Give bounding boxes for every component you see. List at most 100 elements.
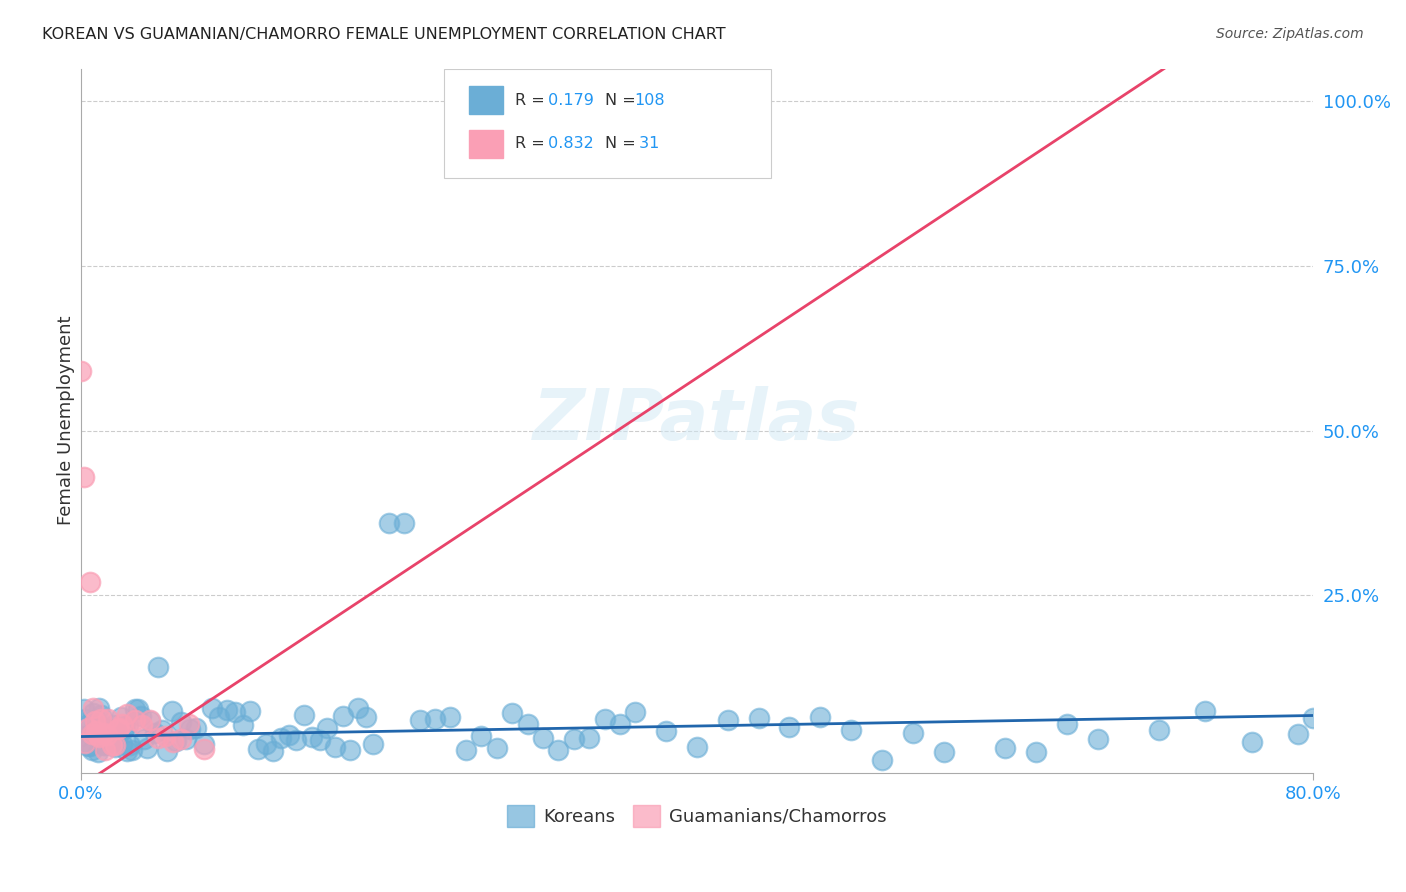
Point xyxy=(77,721,100,735)
Point xyxy=(208,710,231,724)
Point xyxy=(308,733,330,747)
Point xyxy=(292,707,315,722)
Point xyxy=(254,737,277,751)
Point xyxy=(748,711,770,725)
Text: ZIPatlas: ZIPatlas xyxy=(533,386,860,455)
Point xyxy=(177,717,200,731)
Point xyxy=(139,714,162,729)
Point xyxy=(354,710,377,724)
Point xyxy=(146,731,169,745)
Point xyxy=(1147,723,1170,737)
Point xyxy=(686,740,709,755)
Point xyxy=(262,744,284,758)
Point xyxy=(155,729,177,743)
Point xyxy=(1025,745,1047,759)
Point xyxy=(112,723,135,737)
Text: N =: N = xyxy=(605,93,641,108)
Point xyxy=(73,702,96,716)
Point xyxy=(75,735,97,749)
Point xyxy=(110,710,132,724)
Point xyxy=(146,660,169,674)
Point xyxy=(105,732,128,747)
Point xyxy=(156,744,179,758)
Point xyxy=(624,705,647,719)
Point xyxy=(98,726,121,740)
Point xyxy=(165,734,187,748)
Point xyxy=(77,739,100,753)
Point xyxy=(93,726,115,740)
Point xyxy=(270,731,292,745)
Point xyxy=(124,713,146,727)
Text: 31: 31 xyxy=(634,136,659,152)
Point xyxy=(186,721,208,735)
Text: 0.179: 0.179 xyxy=(543,93,593,108)
Point xyxy=(1194,704,1216,718)
FancyBboxPatch shape xyxy=(444,69,770,178)
Point xyxy=(378,516,401,530)
Point xyxy=(150,723,173,738)
Point xyxy=(870,753,893,767)
Point xyxy=(277,728,299,742)
Point xyxy=(547,743,569,757)
Point xyxy=(117,718,139,732)
Point xyxy=(1087,731,1109,746)
Point xyxy=(129,708,152,723)
Text: KOREAN VS GUAMANIAN/CHAMORRO FEMALE UNEMPLOYMENT CORRELATION CHART: KOREAN VS GUAMANIAN/CHAMORRO FEMALE UNEM… xyxy=(42,27,725,42)
Point xyxy=(83,714,105,729)
Point xyxy=(115,706,138,721)
Point xyxy=(84,714,107,728)
Point xyxy=(717,713,740,727)
Point xyxy=(90,713,112,727)
Point xyxy=(531,731,554,745)
Point xyxy=(562,731,585,746)
Point xyxy=(932,745,955,759)
Point xyxy=(170,732,193,747)
Point xyxy=(80,726,103,740)
Point xyxy=(124,702,146,716)
Point xyxy=(94,738,117,752)
Point xyxy=(86,728,108,742)
Point xyxy=(143,725,166,739)
Text: R =: R = xyxy=(515,93,550,108)
Point xyxy=(1302,711,1324,725)
Point xyxy=(132,731,155,746)
Point xyxy=(111,737,134,751)
Point xyxy=(131,718,153,732)
Text: R =: R = xyxy=(515,136,550,152)
Point xyxy=(127,701,149,715)
Point xyxy=(97,712,120,726)
Point xyxy=(97,722,120,736)
Point xyxy=(578,731,600,745)
Point xyxy=(76,718,98,732)
Point xyxy=(73,469,96,483)
Point xyxy=(100,738,122,752)
Point xyxy=(101,718,124,732)
Point xyxy=(90,707,112,722)
Point xyxy=(104,738,127,752)
Point xyxy=(79,574,101,589)
Point xyxy=(89,701,111,715)
Point xyxy=(69,729,91,743)
FancyBboxPatch shape xyxy=(470,130,503,158)
Point xyxy=(118,738,141,752)
Point xyxy=(609,716,631,731)
Point xyxy=(901,726,924,740)
Point xyxy=(94,743,117,757)
FancyBboxPatch shape xyxy=(470,87,503,114)
Point xyxy=(139,713,162,727)
Point xyxy=(239,704,262,718)
Point xyxy=(423,713,446,727)
Point xyxy=(83,718,105,732)
Text: 108: 108 xyxy=(634,93,665,108)
Point xyxy=(93,738,115,752)
Point xyxy=(516,717,538,731)
Point xyxy=(86,745,108,759)
Legend: Koreans, Guamanians/Chamorros: Koreans, Guamanians/Chamorros xyxy=(501,797,894,834)
Point xyxy=(439,710,461,724)
Point xyxy=(193,741,215,756)
Point xyxy=(100,732,122,747)
Point xyxy=(111,716,134,731)
Point xyxy=(75,712,97,726)
Point xyxy=(201,701,224,715)
Text: N =: N = xyxy=(605,136,641,152)
